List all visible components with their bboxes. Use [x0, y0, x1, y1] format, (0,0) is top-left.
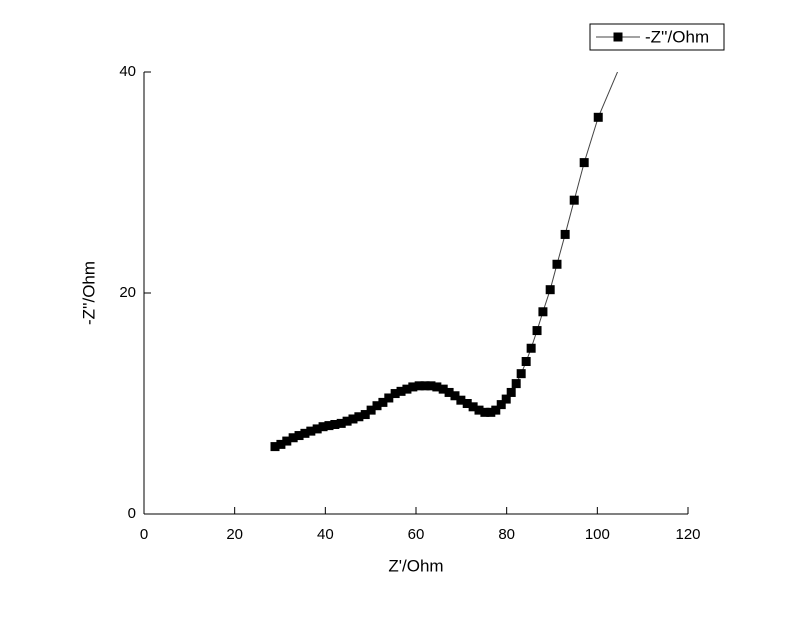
data-point [390, 389, 400, 399]
data-point [496, 400, 506, 410]
data-point [474, 405, 484, 415]
data-point [450, 391, 460, 401]
data-point [516, 369, 526, 379]
data-point [432, 382, 442, 392]
data-point [276, 439, 286, 449]
data-point [288, 433, 298, 443]
data-point [270, 442, 280, 452]
data-point [354, 412, 364, 422]
data-point [593, 112, 603, 122]
plot-area [270, 51, 629, 452]
y-tick-label: 20 [119, 284, 136, 301]
data-point [300, 428, 310, 438]
data-point [569, 195, 579, 205]
data-point [579, 158, 589, 168]
data-point [552, 259, 562, 269]
data-point [532, 326, 542, 336]
data-point [444, 387, 454, 397]
data-point [538, 307, 548, 317]
x-tick-label: 100 [585, 526, 610, 543]
data-point [468, 402, 478, 412]
data-point [378, 397, 388, 407]
data-point [501, 394, 511, 404]
data-point [384, 393, 394, 403]
y-tick-label: 0 [128, 505, 136, 522]
legend-label: -Z''/Ohm [645, 27, 709, 46]
data-point [414, 381, 424, 391]
data-point [330, 419, 340, 429]
data-point [366, 405, 376, 415]
data-point [306, 426, 316, 436]
data-point [506, 387, 516, 397]
data-point [511, 379, 521, 389]
data-point [372, 401, 382, 411]
y-tick-label: 40 [119, 63, 136, 80]
data-point [438, 384, 448, 394]
data-point [336, 418, 346, 428]
series-line [274, 72, 619, 448]
legend-marker [613, 32, 623, 42]
data-point [486, 407, 496, 417]
data-point [526, 343, 536, 353]
x-tick-label: 80 [498, 526, 515, 543]
data-point [402, 384, 412, 394]
x-axis-label: Z'/Ohm [388, 556, 443, 575]
data-point [324, 421, 334, 431]
data-point [620, 51, 629, 60]
data-point [408, 382, 418, 392]
y-axis-label: -Z''/Ohm [79, 261, 98, 325]
x-tick-label: 60 [408, 526, 425, 543]
data-point [462, 399, 472, 408]
x-tick-label: 40 [317, 526, 334, 543]
data-point [396, 386, 406, 396]
data-point [426, 381, 436, 391]
data-point [521, 357, 531, 367]
data-point [312, 424, 322, 434]
data-point [480, 407, 490, 417]
data-point [491, 405, 501, 415]
x-tick-label: 120 [675, 526, 700, 543]
data-point [560, 229, 570, 239]
x-tick-label: 0 [140, 526, 148, 543]
data-point [348, 414, 358, 424]
data-point [360, 410, 370, 420]
data-point [456, 395, 466, 405]
data-point [342, 416, 352, 426]
data-point [294, 431, 304, 441]
data-point [420, 381, 430, 391]
data-point [545, 285, 555, 295]
data-point [318, 422, 328, 432]
data-point [282, 436, 292, 446]
x-tick-label: 20 [226, 526, 243, 543]
